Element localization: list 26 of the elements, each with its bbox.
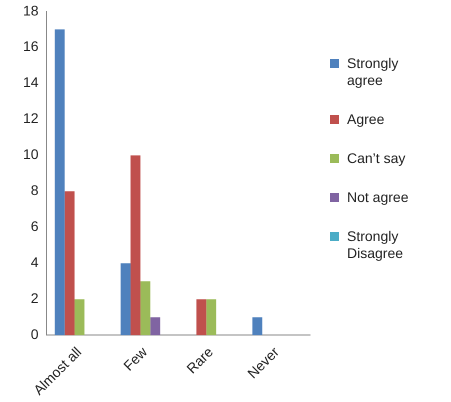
bar <box>120 263 131 336</box>
bar <box>130 155 140 336</box>
bar <box>206 299 216 336</box>
y-tick-label: 18 <box>22 2 39 18</box>
y-tick-label: 2 <box>30 290 39 306</box>
legend-label: Strongly agree <box>347 55 400 89</box>
legend-label: Can’t say <box>347 150 406 167</box>
y-tick-label: 10 <box>22 146 39 162</box>
legend-label: Strongly Disagree <box>347 228 404 262</box>
legend-label: Agree <box>347 111 386 128</box>
bar <box>196 299 206 336</box>
bar <box>74 299 84 336</box>
bar <box>252 317 262 336</box>
bar <box>140 281 150 336</box>
y-tick-label: 0 <box>30 326 39 342</box>
bar <box>64 191 75 336</box>
y-tick-label: 4 <box>30 254 39 270</box>
x-tick-label: Few <box>120 343 151 374</box>
legend-label: Not agree <box>347 189 410 206</box>
y-tick-label: 6 <box>30 218 39 234</box>
bar <box>150 317 160 336</box>
bar <box>54 29 65 336</box>
y-tick-label: 12 <box>22 110 39 126</box>
y-tick-label: 14 <box>22 74 39 90</box>
y-tick-label: 8 <box>30 182 39 198</box>
y-tick-label: 16 <box>22 38 39 54</box>
